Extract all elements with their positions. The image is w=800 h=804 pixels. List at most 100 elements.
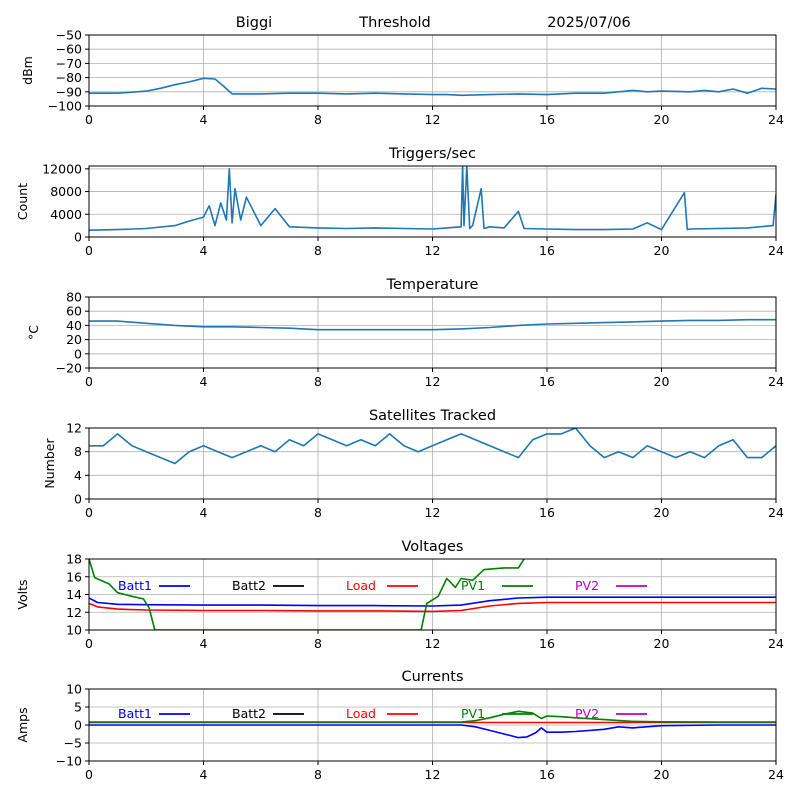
station-name: Biggi [236,15,272,31]
figure-title: Threshold [358,15,430,31]
y-tick-label: −5 [64,736,82,751]
x-tick-label: 16 [539,636,555,651]
x-tick-label: 12 [425,243,441,258]
y-tick-label: 5 [74,700,82,715]
x-tick-label: 16 [539,243,555,258]
x-tick-label: 8 [314,374,322,389]
y-tick-label: 20 [66,332,82,347]
y-tick-label: −60 [56,42,82,57]
x-tick-label: 16 [539,505,555,520]
series-line-batt1 [89,596,776,607]
y-tick-label: 8 [74,444,82,459]
x-tick-label: 12 [425,374,441,389]
x-tick-label: 4 [200,112,208,127]
x-tick-label: 24 [768,374,784,389]
x-tick-label: 20 [654,505,670,520]
y-tick-label: −90 [56,84,82,99]
legend-label: Batt1 [118,706,152,721]
series-line-data [89,77,776,97]
y-tick-label: −20 [56,361,82,376]
x-tick-label: 0 [85,243,93,258]
y-tick-label: 12 [66,421,82,436]
x-tick-label: 16 [539,767,555,782]
panel-4: 0 4 8 12 16 20 24 10 12 14 16 18 Voltages Volts Batt1 B… [15,539,784,651]
x-tick-label: 4 [200,243,208,258]
x-tick-label: 4 [200,636,208,651]
x-tick-label: 20 [654,636,670,651]
x-tick-label: 16 [539,112,555,127]
y-axis-label: Amps [15,707,30,742]
x-tick-label: 12 [425,505,441,520]
legend-label: Batt2 [232,578,266,593]
legend-label: PV1 [461,578,485,593]
x-tick-label: 8 [314,767,322,782]
x-tick-label: 8 [314,112,322,127]
series-line-batt1 [89,724,776,739]
legend-label: Load [346,706,376,721]
legend-label: PV2 [575,706,599,721]
y-tick-label: 0 [74,718,82,733]
y-axis-label: Number [42,438,57,489]
legend-label: Batt1 [118,578,152,593]
x-tick-label: 4 [200,374,208,389]
y-axis-label: dBm [20,56,35,85]
y-axis-label: °C [26,325,41,340]
y-tick-label: 16 [66,569,82,584]
figure-date: 2025/07/06 [547,15,631,31]
y-tick-label: −70 [56,56,82,71]
series-line-data [89,166,776,231]
x-tick-label: 8 [314,505,322,520]
y-tick-label: 0 [74,346,82,361]
panel-title: Currents [401,669,463,685]
x-tick-label: 8 [314,636,322,651]
x-tick-label: 12 [425,767,441,782]
legend-label: PV2 [575,578,599,593]
y-tick-label: 0 [74,230,82,245]
x-tick-label: 20 [654,243,670,258]
panel-title: Triggers/sec [388,146,476,162]
y-tick-label: 80 [66,290,82,305]
x-tick-label: 24 [768,243,784,258]
legend-label: PV1 [461,706,485,721]
legend-label: Batt2 [232,706,266,721]
y-tick-label: 10 [66,682,82,697]
y-tick-label: −80 [56,70,82,85]
panel-title: Satellites Tracked [369,408,496,424]
x-tick-label: 24 [768,505,784,520]
y-axis-label: Count [15,183,30,220]
y-tick-label: 12 [66,605,82,620]
x-tick-label: 4 [200,505,208,520]
y-tick-label: 18 [66,552,82,567]
x-tick-label: 12 [425,112,441,127]
y-tick-label: 10 [66,623,82,638]
x-tick-label: 0 [85,767,93,782]
y-tick-label: 4000 [50,207,82,222]
y-tick-label: −10 [56,754,82,769]
series-line-data [89,318,776,331]
y-tick-label: 8000 [50,184,82,199]
y-tick-label: 12000 [42,161,82,176]
x-tick-label: 0 [85,505,93,520]
x-tick-label: 24 [768,767,784,782]
x-tick-label: 8 [314,243,322,258]
panel-3: 0 4 8 12 16 20 24 0 4 8 12 Satellites Tracked Number [42,408,784,520]
x-tick-label: 4 [200,767,208,782]
x-tick-label: 20 [654,767,670,782]
x-tick-label: 16 [539,374,555,389]
y-tick-label: 40 [66,318,82,333]
panel-0: 0 4 8 12 16 20 24 −100−90−80−70−60−50 dBm [20,28,784,128]
y-tick-label: −100 [48,99,82,114]
y-tick-label: −50 [56,28,82,43]
x-tick-label: 0 [85,112,93,127]
y-tick-label: 0 [74,492,82,507]
y-tick-label: 14 [66,587,82,602]
panel-5: 0 4 8 12 16 20 24 −10 −5 0 5 10 Currents Amps Batt1 Bat… [15,669,784,782]
x-tick-label: 0 [85,636,93,651]
x-tick-label: 20 [654,112,670,127]
y-tick-label: 60 [66,304,82,319]
series-line-data [89,428,776,465]
